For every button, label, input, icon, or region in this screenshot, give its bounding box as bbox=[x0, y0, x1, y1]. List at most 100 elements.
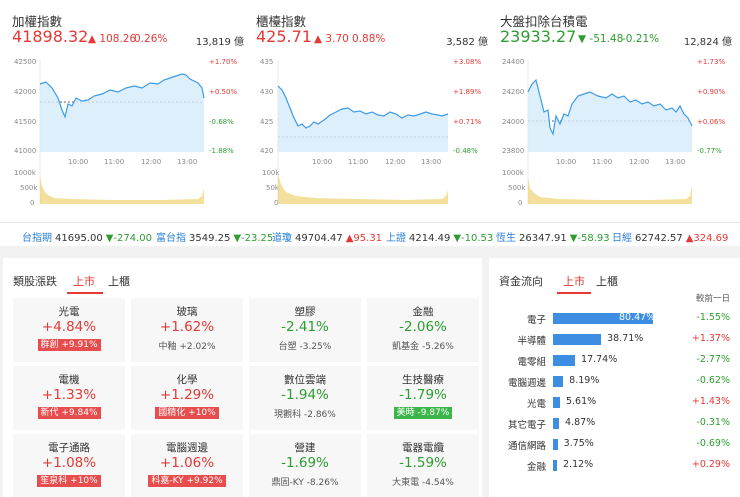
flow-label: 其它電子 bbox=[507, 420, 546, 431]
price-line bbox=[39, 73, 205, 119]
right-tick-label: +1.70% bbox=[209, 58, 237, 66]
sector-lead-stock[interactable]: 大東電 -4.54% bbox=[367, 475, 479, 488]
sector-cell[interactable]: 金融 -2.06% 凱基金 -5.26% bbox=[367, 298, 479, 362]
tab-listed[interactable]: 上市 bbox=[73, 275, 95, 288]
sector-cell[interactable]: 電子通路 +1.08% 笙泉科 +10% bbox=[13, 434, 125, 497]
ticker-item-sse[interactable]: 上證 4214.49 ▼-10.53 bbox=[386, 233, 494, 244]
ticker-item-tx[interactable]: 台指期 41695.00 ▼-274.00 bbox=[22, 233, 153, 244]
vol-tick-label: 500k bbox=[20, 184, 38, 192]
right-tick-label: -1.88% bbox=[209, 147, 234, 155]
index-price: 41898.32 bbox=[12, 27, 89, 46]
fund-flow-row[interactable]: 光電 5.61% +1.43% bbox=[489, 392, 740, 413]
index-volume: 3,582 億 bbox=[446, 37, 488, 48]
fund-flow-row[interactable]: 金融 2.12% +0.29% bbox=[489, 455, 740, 476]
active-tab-indicator bbox=[557, 292, 591, 294]
sector-name: 電器電纜 bbox=[402, 442, 444, 454]
right-tick-label: -0.48% bbox=[453, 147, 478, 155]
index-card-otc[interactable]: 櫃檯指數 425.71 ▲ 3.70 0.88% 3,582 億 435 430… bbox=[256, 0, 498, 222]
index-name: 櫃檯指數 bbox=[256, 14, 307, 29]
flow-label: 電腦週邊 bbox=[507, 378, 546, 389]
sector-name: 生技醫療 bbox=[402, 374, 444, 386]
sector-cell[interactable]: 電腦週邊 +1.06% 科嘉-KY +9.92% bbox=[131, 434, 243, 497]
index-chart: 42500 42000 41500 41000 +1.70% +0.50% -0… bbox=[14, 58, 237, 207]
time-label: 13:00 bbox=[177, 158, 197, 166]
sector-lead-stock[interactable]: 群創 +9.91% bbox=[13, 339, 125, 351]
sector-cell[interactable]: 電機 +1.33% 新代 +9.84% bbox=[13, 366, 125, 430]
time-label: 11:00 bbox=[104, 158, 124, 166]
time-label: 12:00 bbox=[385, 158, 405, 166]
sector-lead-stock[interactable]: 國精化 +10% bbox=[131, 407, 243, 419]
sector-lead-stock[interactable]: 美時 -9.87% bbox=[367, 407, 479, 419]
volume-area bbox=[528, 178, 692, 204]
vol-tick-label: 0 bbox=[274, 199, 278, 207]
index-pct: -0.21% bbox=[622, 33, 660, 45]
vol-tick-label: 500k bbox=[508, 184, 526, 192]
sector-cell[interactable]: 化學 +1.29% 國精化 +10% bbox=[131, 366, 243, 430]
lead-stock-label: 笙泉科 +10% bbox=[37, 475, 101, 487]
sector-cell[interactable]: 電器電纜 -1.59% 大東電 -4.54% bbox=[367, 434, 479, 497]
sector-cell[interactable]: 玻璃 +1.62% 中釉 +2.02% bbox=[131, 298, 243, 362]
sector-cell[interactable]: 營建 -1.69% 鼎固-KY -8.26% bbox=[249, 434, 361, 497]
index-name: 大盤扣除台積電 bbox=[500, 14, 588, 29]
sector-lead-stock[interactable]: 鼎固-KY -8.26% bbox=[249, 475, 361, 488]
y-tick-label: 430 bbox=[260, 88, 273, 96]
flow-label: 電零組 bbox=[517, 357, 546, 368]
index-change: ▲ 3.70 bbox=[314, 33, 349, 45]
sector-pct: +1.33% bbox=[41, 387, 97, 403]
sector-cell[interactable]: 塑膠 -2.41% 台塑 -3.25% bbox=[249, 298, 361, 362]
sector-lead-stock[interactable]: 現觀科 -2.86% bbox=[249, 407, 361, 420]
y-tick-label: 425 bbox=[260, 118, 273, 126]
index-card-taiex[interactable]: 加權指數 41898.32 ▲ 108.26 0.26% 13,819 億 42… bbox=[12, 0, 254, 222]
ticker-item-msci[interactable]: 富台指 3549.25 ▼-23.25 bbox=[156, 233, 274, 244]
sector-lead-stock[interactable]: 笙泉科 +10% bbox=[13, 475, 125, 487]
sector-lead-stock[interactable]: 中釉 +2.02% bbox=[131, 339, 243, 352]
time-label: 12:00 bbox=[629, 158, 649, 166]
flow-label: 金融 bbox=[526, 462, 546, 473]
ticker-item-hsi[interactable]: 恆生 26347.91 ▼-58.93 bbox=[496, 233, 610, 244]
sector-lead-stock[interactable]: 新代 +9.84% bbox=[13, 407, 125, 419]
sector-lead-stock[interactable]: 科嘉-KY +9.92% bbox=[131, 475, 243, 487]
vol-tick-label: 1000k bbox=[502, 169, 525, 177]
ticker-item-nikkei[interactable]: 日經 62742.57 ▲324.69 bbox=[612, 233, 729, 244]
y-tick-label: 41000 bbox=[14, 147, 36, 155]
sector-pct: +4.84% bbox=[41, 319, 97, 335]
sector-cell[interactable]: 生技醫療 -1.79% 美時 -9.87% bbox=[367, 366, 479, 430]
flow-bar bbox=[553, 397, 560, 408]
lead-stock-label: 現觀科 -2.86% bbox=[274, 410, 336, 420]
active-tab-indicator bbox=[67, 292, 103, 294]
tab-otc[interactable]: 上櫃 bbox=[596, 275, 618, 288]
flow-label: 電子 bbox=[526, 315, 546, 326]
right-tick-label: +1.73% bbox=[697, 58, 725, 66]
vol-tick-label: 0 bbox=[518, 199, 522, 207]
fund-flow-row[interactable]: 通信網路 3.75% -0.69% bbox=[489, 434, 740, 455]
tab-listed[interactable]: 上市 bbox=[563, 275, 585, 288]
sector-name: 玻璃 bbox=[176, 306, 198, 318]
flow-value: 38.71% bbox=[607, 333, 644, 344]
vol-tick-label: 0 bbox=[30, 199, 34, 207]
sector-lead-stock[interactable]: 台塑 -3.25% bbox=[249, 339, 361, 352]
sector-panel: 類股漲跌 上市 上櫃 光電 +4.84% 群創 +9.91% 玻璃 +1.62% 中釉 +… bbox=[3, 258, 482, 497]
ticker-item-dow[interactable]: 道瓊 49704.47 ▲95.31 bbox=[272, 233, 383, 244]
tab-otc[interactable]: 上櫃 bbox=[108, 275, 130, 288]
fund-flow-row[interactable]: 半導體 38.71% +1.37% bbox=[489, 329, 740, 350]
sector-cell[interactable]: 數位雲端 -1.94% 現觀科 -2.86% bbox=[249, 366, 361, 430]
flow-change: +0.29% bbox=[691, 459, 730, 470]
sector-cell[interactable]: 光電 +4.84% 群創 +9.91% bbox=[13, 298, 125, 362]
sector-pct: +1.29% bbox=[159, 387, 215, 403]
column-header: 較前一日 bbox=[695, 294, 730, 304]
flow-change: +1.37% bbox=[691, 333, 730, 344]
sector-pct: +1.08% bbox=[41, 455, 97, 471]
fund-flow-row[interactable]: 其它電子 4.87% -0.31% bbox=[489, 413, 740, 434]
sector-lead-stock[interactable]: 凱基金 -5.26% bbox=[367, 339, 479, 352]
index-card-ex-tsmc[interactable]: 大盤扣除台積電 23933.27 ▼ -51.48 -0.21% 12,824 … bbox=[500, 0, 740, 222]
flow-value: 17.74% bbox=[581, 354, 618, 365]
time-label: 11:00 bbox=[592, 158, 612, 166]
fund-flow-row[interactable]: 電腦週邊 8.19% -0.62% bbox=[489, 371, 740, 392]
right-tick-label: -0.77% bbox=[697, 147, 722, 155]
fund-flow-row[interactable]: 電零組 17.74% -2.77% bbox=[489, 350, 740, 371]
price-line bbox=[277, 85, 449, 129]
time-label: 10:00 bbox=[312, 158, 332, 166]
flow-label: 光電 bbox=[526, 399, 546, 410]
fund-flow-row[interactable]: 電子 80.47% -1.55% bbox=[489, 308, 740, 329]
flow-value: 5.61% bbox=[565, 396, 597, 407]
